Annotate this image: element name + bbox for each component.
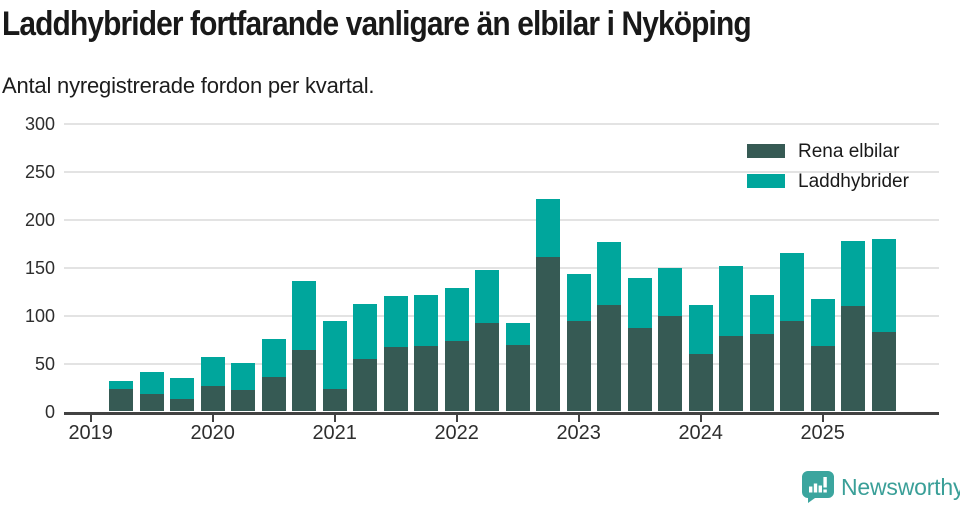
bar-segment-rena-elbilar-2023Q1: [566, 320, 591, 412]
gridline-300: [64, 123, 939, 126]
bar-segment-laddhybrider-2024Q1: [688, 305, 713, 355]
bar-segment-rena-elbilar-2020Q3: [261, 377, 286, 412]
x-axis-tick-2022: [455, 414, 458, 422]
bar-segment-rena-elbilar-2024Q4: [780, 321, 805, 412]
bar-segment-rena-elbilar-2019Q2: [109, 388, 134, 412]
bar-segment-rena-elbilar-2021Q3: [383, 347, 408, 412]
newsworthy-logo-icon: [802, 471, 834, 503]
bar-segment-rena-elbilar-2025Q2: [841, 306, 866, 412]
footer-brand: Newsworthy: [802, 471, 960, 503]
y-axis-label-0: 0: [44, 401, 55, 422]
logo-bar-chart-glyph: [809, 477, 827, 493]
bar-segment-laddhybrider-2020Q1: [200, 356, 225, 386]
bar-segment-rena-elbilar-2021Q4: [414, 346, 439, 412]
bar-segment-rena-elbilar-2021Q2: [353, 358, 378, 412]
bar-segment-laddhybrider-2019Q3: [139, 372, 164, 395]
bar-segment-laddhybrider-2021Q2: [353, 304, 378, 359]
legend-label: Rena elbilar: [798, 141, 900, 162]
x-axis-tick-2024: [699, 414, 702, 422]
bar-segment-laddhybrider-2022Q1: [444, 287, 469, 341]
bar-segment-laddhybrider-2023Q4: [658, 267, 683, 316]
x-axis-label-2019: 2019: [68, 422, 113, 444]
brand-name: Newsworthy: [841, 474, 960, 500]
bar-segment-laddhybrider-2020Q3: [261, 338, 286, 377]
legend-swatch-icon: [747, 173, 785, 188]
bar-segment-laddhybrider-2023Q1: [566, 273, 591, 321]
bar-segment-laddhybrider-2024Q4: [780, 252, 805, 322]
bar-segment-rena-elbilar-2023Q3: [627, 328, 652, 412]
bar-segment-rena-elbilar-2024Q3: [749, 333, 774, 412]
logo-bubble-shape: [802, 471, 834, 503]
page-subtitle: Antal nyregistrerade fordon per kvartal.: [2, 73, 375, 98]
bar-segment-laddhybrider-2022Q4: [536, 198, 561, 258]
x-axis-tick-2025: [821, 414, 824, 422]
y-axis-label-150: 150: [24, 257, 55, 278]
bar-segment-rena-elbilar-2025Q3: [871, 332, 896, 412]
gridline-250: [64, 171, 939, 174]
bar-segment-laddhybrider-2025Q1: [810, 299, 835, 347]
x-axis-label-2023: 2023: [556, 422, 601, 444]
bar-segment-laddhybrider-2019Q4: [170, 377, 195, 400]
y-axis-label-100: 100: [24, 305, 55, 326]
bar-segment-rena-elbilar-2022Q1: [444, 340, 469, 412]
page-title: Laddhybrider fortfarande vanligare än el…: [2, 5, 752, 43]
bar-segment-laddhybrider-2019Q2: [109, 380, 134, 389]
bar-segment-rena-elbilar-2022Q2: [475, 323, 500, 412]
x-axis-tick-2021: [333, 414, 336, 422]
x-axis-label-2022: 2022: [434, 422, 479, 444]
x-axis-tick-2020: [211, 414, 214, 422]
bar-segment-laddhybrider-2025Q3: [871, 239, 896, 332]
x-axis-label-2025: 2025: [800, 422, 845, 444]
y-axis-label-300: 300: [24, 114, 55, 135]
gridline-100: [64, 314, 939, 317]
x-axis-line: [64, 411, 939, 415]
y-axis-label-250: 250: [24, 162, 55, 183]
bar-segment-laddhybrider-2024Q3: [749, 294, 774, 334]
bar-segment-laddhybrider-2020Q2: [231, 362, 256, 391]
y-axis-label-200: 200: [24, 209, 55, 230]
legend-swatch-icon: [747, 144, 785, 158]
bar-segment-laddhybrider-2021Q3: [383, 295, 408, 348]
bar-segment-laddhybrider-2023Q3: [627, 278, 652, 329]
x-axis-label-2024: 2024: [678, 422, 723, 444]
bar-segment-rena-elbilar-2019Q4: [170, 399, 195, 412]
x-axis-label-2020: 2020: [190, 422, 235, 444]
bar-segment-laddhybrider-2024Q2: [719, 265, 744, 336]
x-axis-label-2021: 2021: [312, 422, 357, 444]
bar-segment-rena-elbilar-2022Q3: [505, 345, 530, 412]
legend-label: Laddhybrider: [798, 170, 909, 192]
bar-segment-rena-elbilar-2024Q1: [688, 354, 713, 412]
bar-segment-laddhybrider-2021Q4: [414, 294, 439, 347]
bar-segment-rena-elbilar-2022Q4: [536, 257, 561, 412]
bar-segment-laddhybrider-2021Q1: [322, 321, 347, 390]
bar-segment-laddhybrider-2022Q3: [505, 323, 530, 346]
y-axis-label-50: 50: [34, 353, 55, 374]
bar-segment-rena-elbilar-2020Q4: [292, 350, 317, 412]
x-axis-tick-2019: [89, 414, 92, 422]
gridline-50: [64, 362, 939, 365]
bar-segment-rena-elbilar-2020Q1: [200, 385, 225, 412]
bar-segment-rena-elbilar-2021Q1: [322, 389, 347, 412]
bar-segment-laddhybrider-2022Q2: [475, 269, 500, 324]
x-axis-tick-2023: [577, 414, 580, 422]
gridline-200: [64, 218, 939, 221]
bar-segment-laddhybrider-2020Q4: [292, 281, 317, 351]
bar-segment-rena-elbilar-2020Q2: [231, 390, 256, 412]
bar-segment-laddhybrider-2023Q2: [597, 241, 622, 306]
bar-segment-rena-elbilar-2024Q2: [719, 335, 744, 412]
bar-segment-rena-elbilar-2023Q4: [658, 315, 683, 412]
bar-segment-rena-elbilar-2025Q1: [810, 346, 835, 412]
bar-segment-rena-elbilar-2023Q2: [597, 305, 622, 412]
bar-segment-laddhybrider-2025Q2: [841, 241, 866, 307]
gridline-150: [64, 266, 939, 269]
bar-segment-rena-elbilar-2019Q3: [139, 394, 164, 412]
